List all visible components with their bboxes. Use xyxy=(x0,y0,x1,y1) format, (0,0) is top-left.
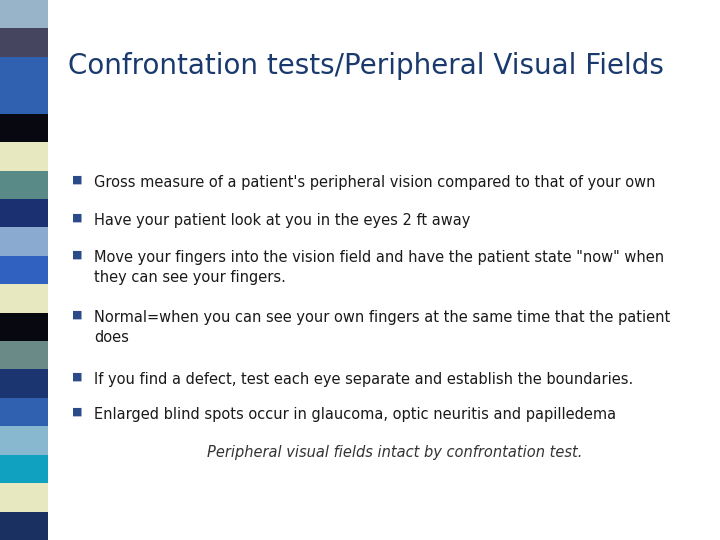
Text: ■: ■ xyxy=(72,310,83,320)
Bar xyxy=(0,341,48,369)
Text: ■: ■ xyxy=(72,250,83,260)
Text: ■: ■ xyxy=(72,372,83,382)
Text: Have your patient look at you in the eyes 2 ft away: Have your patient look at you in the eye… xyxy=(94,213,470,228)
Text: Gross measure of a patient's peripheral vision compared to that of your own: Gross measure of a patient's peripheral … xyxy=(94,175,655,190)
Bar xyxy=(0,199,48,227)
Bar xyxy=(0,455,48,483)
Bar xyxy=(0,29,48,57)
Bar xyxy=(0,114,48,142)
Text: ■: ■ xyxy=(72,213,83,223)
Bar xyxy=(0,369,48,398)
Text: If you find a defect, test each eye separate and establish the boundaries.: If you find a defect, test each eye sepa… xyxy=(94,372,634,387)
Bar xyxy=(0,256,48,284)
Bar xyxy=(0,57,48,85)
Text: ■: ■ xyxy=(72,175,83,185)
Bar xyxy=(0,142,48,171)
Bar xyxy=(0,284,48,313)
Bar xyxy=(0,313,48,341)
Bar xyxy=(0,85,48,114)
Bar xyxy=(0,483,48,511)
Bar xyxy=(0,0,48,29)
Text: Peripheral visual fields intact by confrontation test.: Peripheral visual fields intact by confr… xyxy=(207,445,582,460)
Bar xyxy=(0,511,48,540)
Text: Normal=when you can see your own fingers at the same time that the patient
does: Normal=when you can see your own fingers… xyxy=(94,310,670,345)
Bar xyxy=(0,426,48,455)
Text: Confrontation tests/Peripheral Visual Fields: Confrontation tests/Peripheral Visual Fi… xyxy=(68,52,664,80)
Text: ■: ■ xyxy=(72,407,83,417)
Text: Move your fingers into the vision field and have the patient state "now" when
th: Move your fingers into the vision field … xyxy=(94,250,664,285)
Bar xyxy=(0,227,48,256)
Bar xyxy=(0,398,48,426)
Bar xyxy=(0,171,48,199)
Text: Enlarged blind spots occur in glaucoma, optic neuritis and papilledema: Enlarged blind spots occur in glaucoma, … xyxy=(94,407,616,422)
